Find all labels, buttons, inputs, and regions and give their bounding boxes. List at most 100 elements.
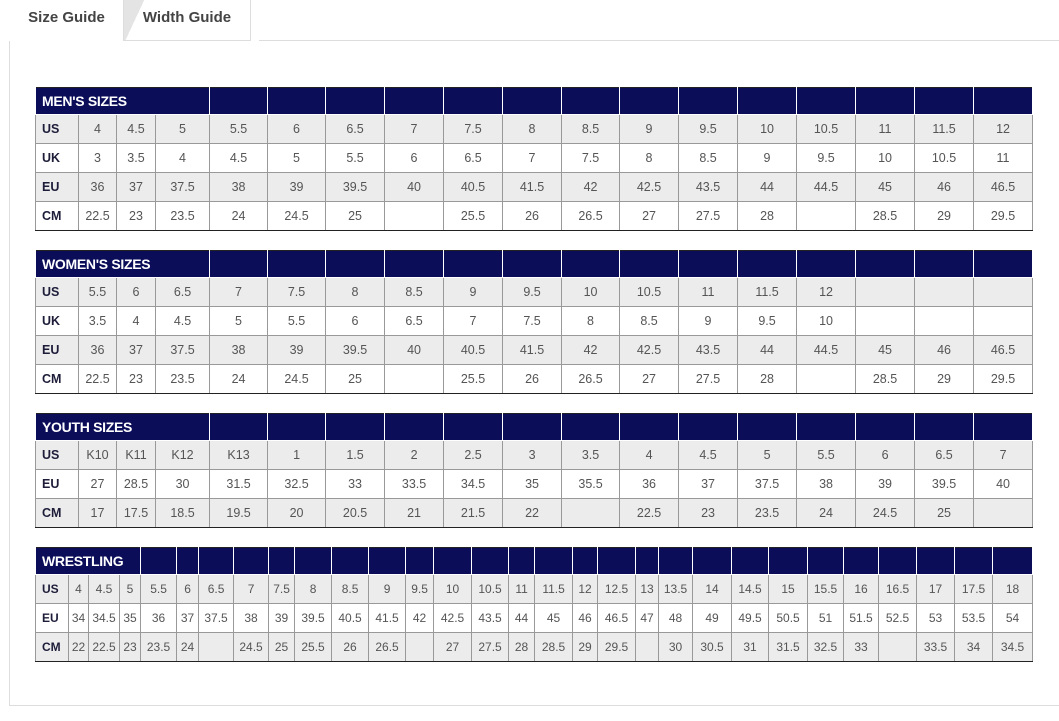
size-cell: 9.5 <box>502 277 563 307</box>
tab-width-guide[interactable]: Width Guide <box>123 0 251 41</box>
size-cell: 37.5 <box>198 603 235 633</box>
size-cell: 8 <box>502 114 563 144</box>
size-cell: 2.5 <box>443 440 504 470</box>
size-cell: 6.5 <box>443 143 504 173</box>
size-cell: 28.5 <box>534 632 574 662</box>
header-cell <box>843 547 880 575</box>
size-cell: 35 <box>118 603 142 633</box>
size-cell: 44 <box>508 603 536 633</box>
size-cell: 4.5 <box>154 306 211 336</box>
size-cell: 34.5 <box>88 603 120 633</box>
header-cell <box>878 547 918 575</box>
size-cell: 28.5 <box>116 469 156 499</box>
size-cell: 38 <box>796 469 857 499</box>
size-cell: 31 <box>731 632 770 662</box>
size-cell: 29 <box>914 201 975 231</box>
size-cell: 20 <box>267 498 327 528</box>
size-cell <box>973 277 1034 307</box>
header-cell <box>325 250 386 278</box>
size-cell: 9 <box>619 114 680 144</box>
header-cell <box>267 413 327 441</box>
size-cell: 34.5 <box>443 469 504 499</box>
header-cell <box>855 250 916 278</box>
size-cell: 5.5 <box>140 574 178 604</box>
size-cell: 24.5 <box>267 364 327 394</box>
size-cell: 23.5 <box>154 364 211 394</box>
size-cell: 11.5 <box>737 277 798 307</box>
size-cell: 24 <box>176 632 200 662</box>
header-cell <box>384 87 445 115</box>
size-cell: 22 <box>502 498 563 528</box>
table-row-eu: EU 34 34.5 35 36 37 37.5 38 39 39.5 40.5 41.5 42 42.5… <box>35 603 1034 633</box>
size-cell: 36 <box>78 172 117 202</box>
size-cell: 25 <box>268 632 296 662</box>
size-cell: 6.5 <box>384 306 445 336</box>
size-cell <box>878 632 918 662</box>
size-cell: 4.5 <box>116 114 156 144</box>
size-cell: 25 <box>325 201 386 231</box>
size-cell: 10 <box>433 574 473 604</box>
tab-bar: Size Guide Width Guide <box>10 0 1059 42</box>
size-cell: 11.5 <box>914 114 975 144</box>
size-cell: 40 <box>384 172 445 202</box>
size-cell: 7 <box>443 306 504 336</box>
header-cell <box>768 547 809 575</box>
header-cell <box>209 413 269 441</box>
tab-size-guide[interactable]: Size Guide <box>10 0 123 41</box>
size-cell: 4.5 <box>88 574 120 604</box>
table-row-eu: EU 27 28.5 30 31.5 32.5 33 33.5 34.5 35 35.5 36 37 37… <box>35 469 1034 499</box>
size-cell: 41.5 <box>502 172 563 202</box>
size-cell: 43.5 <box>471 603 510 633</box>
size-cell: 38 <box>209 335 269 365</box>
size-cell: 7.5 <box>502 306 563 336</box>
table-header-row: WRESTLING <box>34 547 1034 575</box>
row-label: US <box>35 277 79 307</box>
size-cell: 29.5 <box>973 364 1034 394</box>
size-cell: 19.5 <box>209 498 269 528</box>
header-cell <box>658 547 694 575</box>
size-cell: 27.5 <box>471 632 510 662</box>
size-cell: 23 <box>116 364 156 394</box>
size-cell: 3.5 <box>561 440 621 470</box>
size-cell <box>914 306 975 336</box>
size-cell: 26 <box>331 632 370 662</box>
size-cell: 42 <box>405 603 435 633</box>
size-cell: 49 <box>692 603 733 633</box>
size-cell <box>973 306 1034 336</box>
size-cell: 34 <box>68 603 89 633</box>
size-cell: 9 <box>368 574 407 604</box>
header-cell <box>233 547 270 575</box>
size-cell: 8.5 <box>619 306 680 336</box>
header-cell <box>268 547 296 575</box>
size-cell: 44.5 <box>796 172 857 202</box>
header-cell <box>973 413 1034 441</box>
size-cell: 23 <box>116 201 156 231</box>
size-cell: 26 <box>502 201 563 231</box>
size-cell: 27 <box>619 201 680 231</box>
header-cell <box>325 87 386 115</box>
size-cell: 10 <box>561 277 621 307</box>
size-cell: 4.5 <box>678 440 739 470</box>
size-cell: 21 <box>384 498 445 528</box>
table-header-row: MEN'S SIZES <box>34 87 1034 115</box>
header-cell <box>692 547 733 575</box>
row-label: EU <box>35 172 79 202</box>
size-cell: 8 <box>294 574 333 604</box>
table-row-cm: CM 22.5 23 23.5 24 24.5 25 25.5 26 26.5 27 27.5 28 28… <box>35 364 1034 394</box>
size-cell: 25 <box>325 364 386 394</box>
size-cell: 28 <box>737 201 798 231</box>
size-cell: 5 <box>737 440 798 470</box>
table-title: WOMEN'S SIZES <box>34 250 211 278</box>
header-cell <box>209 250 269 278</box>
header-cell <box>619 87 680 115</box>
row-label: US <box>35 114 79 144</box>
size-cell: 33.5 <box>384 469 445 499</box>
header-cell <box>619 413 680 441</box>
size-cell: 6.5 <box>914 440 975 470</box>
header-cell <box>572 547 599 575</box>
table-row-uk: UK 3 3.5 4 4.5 5 5.5 6 6.5 7 7.5 8 8.5 9 9.5 10 10.5 11 <box>35 143 1034 173</box>
size-cell: 28.5 <box>855 201 916 231</box>
size-cell <box>384 201 445 231</box>
size-cell: 37 <box>678 469 739 499</box>
size-cell: 46 <box>572 603 599 633</box>
